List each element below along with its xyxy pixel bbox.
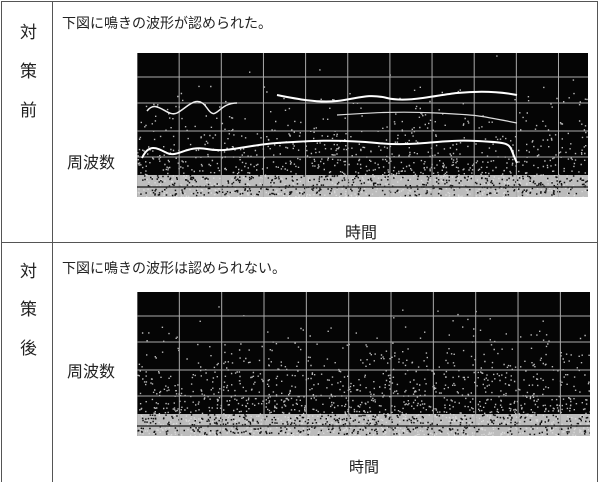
table-border bbox=[1, 1, 2, 482]
x-axis-label: 時間 bbox=[345, 219, 377, 243]
row-label-char: 策 bbox=[20, 57, 37, 82]
row-label-char: 後 bbox=[20, 334, 37, 359]
caption: 下図に鳴きの波形が認められた。 bbox=[62, 13, 272, 33]
row-divider bbox=[1, 242, 598, 243]
caption: 下図に鳴きの波形は認められない。 bbox=[62, 258, 286, 278]
document: 対 策 前 下図に鳴きの波形が認められた。 周波数 時間 対 策 後 下図に鳴き… bbox=[0, 0, 599, 482]
row-label-char: 策 bbox=[20, 295, 37, 320]
y-axis-label: 周波数 bbox=[67, 149, 115, 173]
column-divider bbox=[52, 1, 53, 482]
row-label-char: 対 bbox=[20, 257, 37, 282]
y-axis-label: 周波数 bbox=[67, 358, 115, 382]
row-label-char: 対 bbox=[20, 18, 37, 43]
table-border bbox=[1, 1, 598, 2]
x-axis-label: 時間 bbox=[349, 456, 379, 477]
row-label-char: 前 bbox=[20, 96, 37, 121]
spectrogram bbox=[137, 292, 590, 436]
spectrogram bbox=[137, 53, 588, 197]
table-border bbox=[597, 1, 598, 482]
